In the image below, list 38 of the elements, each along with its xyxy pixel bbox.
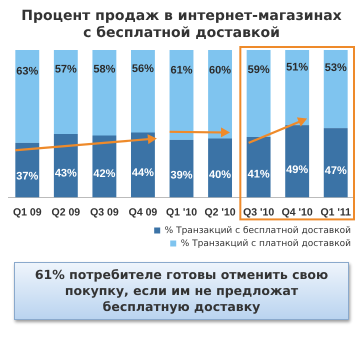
data-label: 44% xyxy=(132,166,154,179)
legend-label: % Транзакций с бесплатной доставкой xyxy=(164,226,352,236)
data-label: 59% xyxy=(248,64,270,76)
x-tick-label: Q4 '10 xyxy=(282,206,313,219)
data-label: 51% xyxy=(286,61,308,74)
data-label: 37% xyxy=(16,170,38,183)
bar xyxy=(170,140,194,198)
x-tick-label: Q3 '10 xyxy=(243,206,274,219)
bar xyxy=(324,128,348,198)
legend-label: % Транзакций с платной доставкой xyxy=(180,238,352,249)
data-label: 53% xyxy=(324,62,347,74)
data-label: 49% xyxy=(286,164,308,176)
data-label: 61% xyxy=(170,64,193,77)
data-label: 39% xyxy=(170,170,193,182)
x-tick-label: Q3 09 xyxy=(90,206,119,219)
bar xyxy=(54,50,78,134)
data-label: 43% xyxy=(54,167,78,180)
data-label: 60% xyxy=(209,64,232,76)
bar xyxy=(15,50,40,143)
x-tick-label: Q4 09 xyxy=(128,206,158,219)
x-tick-label: Q2 09 xyxy=(52,206,80,219)
data-label: 41% xyxy=(248,168,270,180)
bar xyxy=(130,50,155,133)
data-label: 58% xyxy=(93,64,116,76)
data-label: 57% xyxy=(54,63,78,76)
data-label: 42% xyxy=(93,168,116,180)
bar xyxy=(92,50,116,136)
x-tick-label: Q2 '10 xyxy=(204,206,236,219)
data-label: 40% xyxy=(209,169,232,182)
bar xyxy=(324,50,348,128)
x-tick-label: Q1 '11 xyxy=(320,206,352,219)
x-tick-label: Q1 09 xyxy=(12,206,42,219)
data-label: 56% xyxy=(132,63,154,76)
text: 61% потребителе готовы отменить свою покупку, если им не предложат бесплатную доставку xyxy=(14,262,349,320)
data-label: 63% xyxy=(16,65,38,78)
x-tick-label: Q1 '10 xyxy=(166,206,198,219)
chart-title: Процент продаж в интернет-магазинах с бесплатной доставкой xyxy=(20,8,343,42)
data-label: 47% xyxy=(324,165,347,178)
